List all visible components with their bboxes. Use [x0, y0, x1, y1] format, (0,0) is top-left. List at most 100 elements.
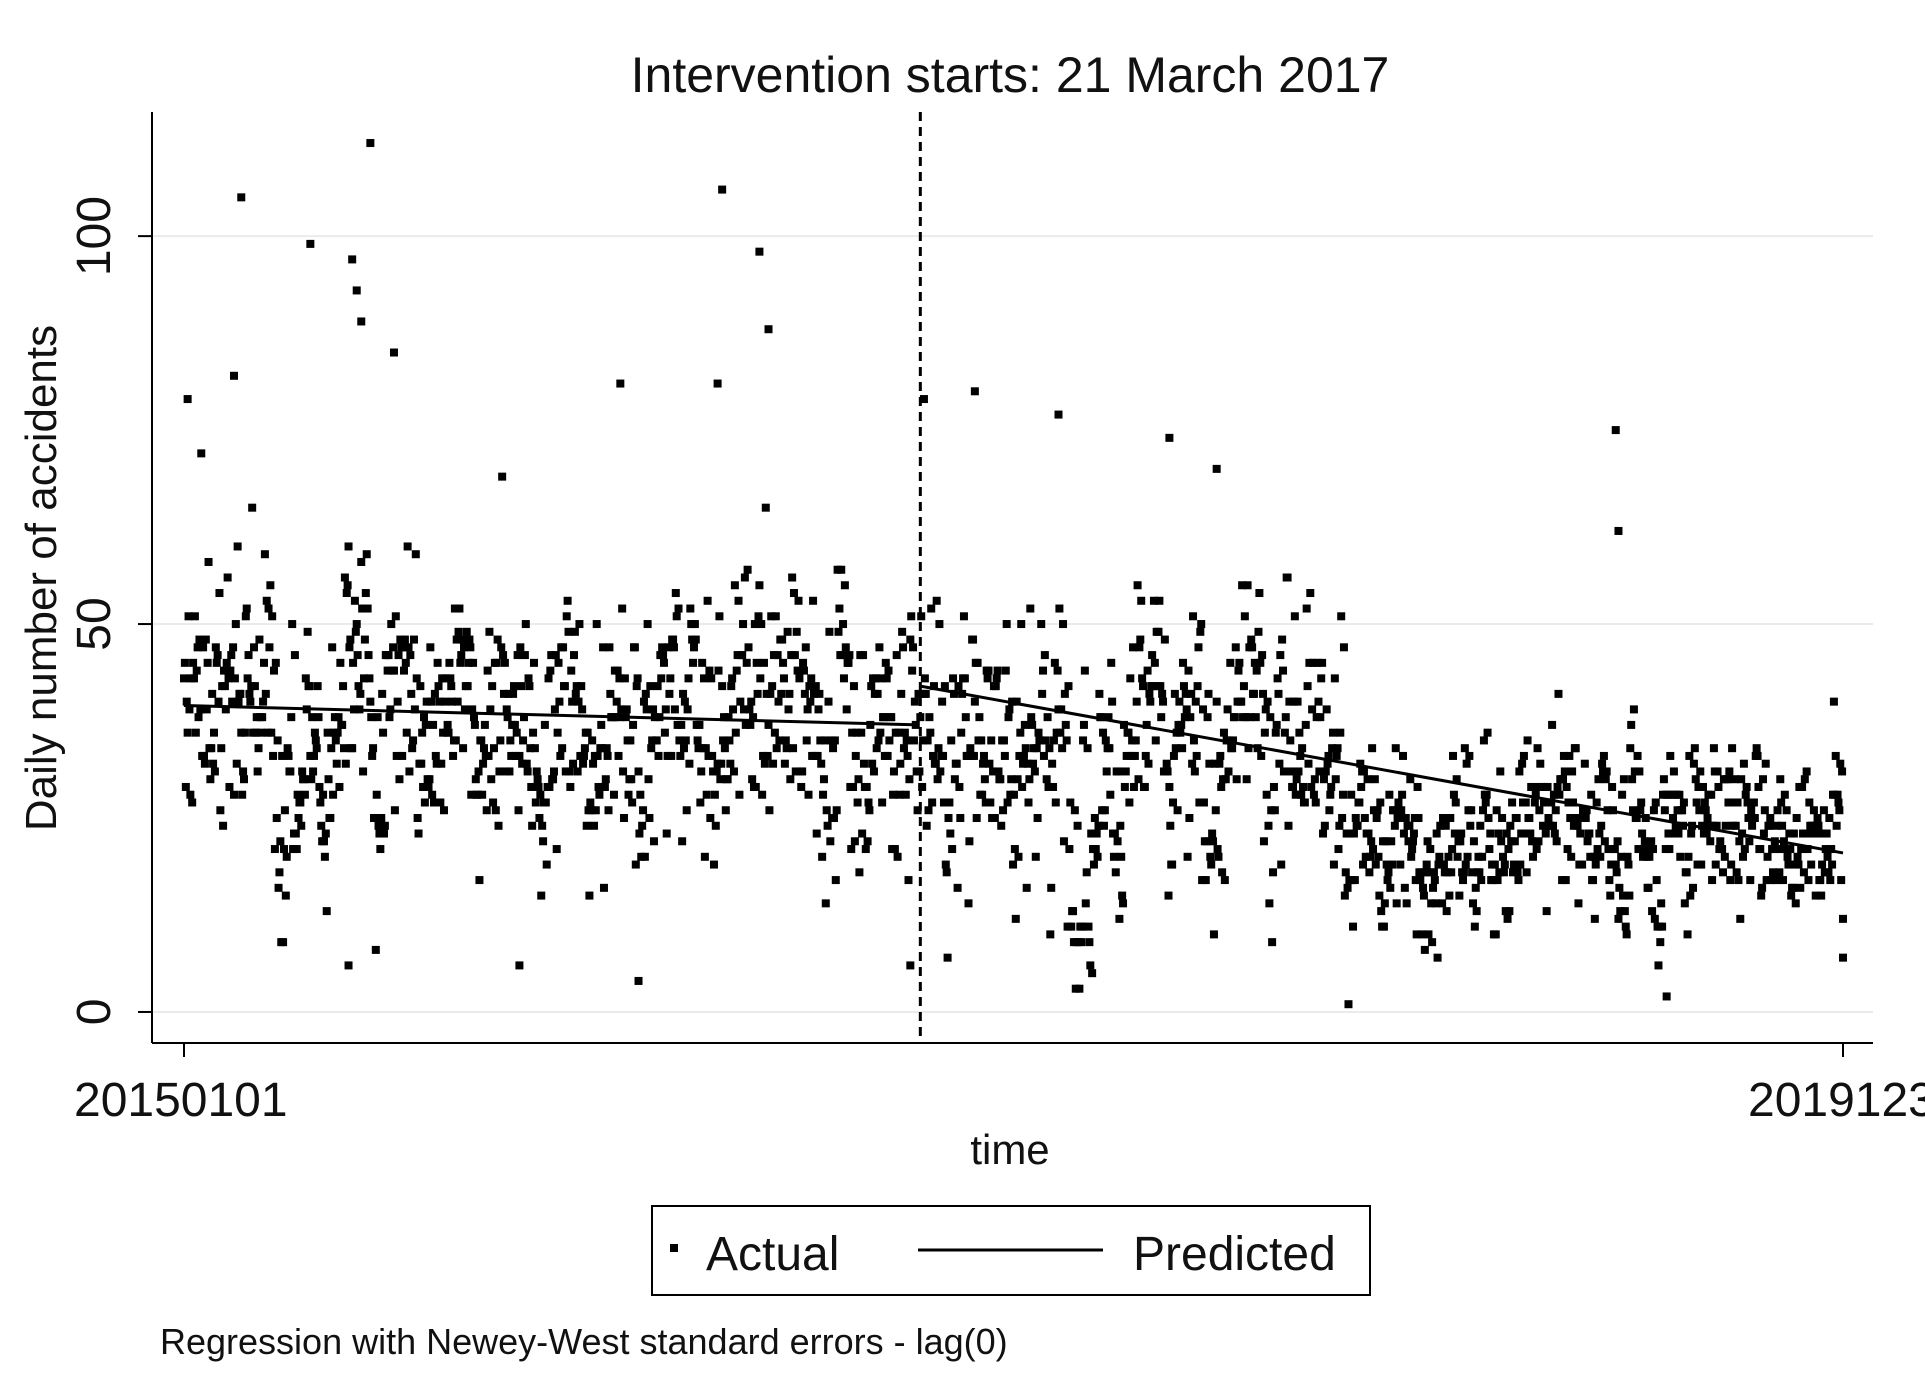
actual-point [1644, 883, 1653, 892]
actual-point [1319, 775, 1328, 784]
actual-point [1409, 837, 1418, 846]
actual-point [1389, 806, 1398, 815]
actual-point [1708, 876, 1717, 885]
actual-point [1210, 759, 1219, 768]
actual-point [799, 658, 808, 667]
actual-point [1007, 775, 1016, 784]
actual-point [398, 751, 407, 760]
actual-point [1219, 728, 1228, 737]
actual-point [1416, 876, 1425, 885]
actual-point [1731, 821, 1740, 830]
actual-point [674, 604, 683, 613]
actual-point [992, 674, 1001, 683]
actual-point [1238, 581, 1247, 590]
actual-point [383, 666, 392, 675]
actual-point [1648, 907, 1657, 916]
actual-point [1595, 829, 1604, 838]
actual-point [1529, 852, 1538, 861]
actual-point [1363, 775, 1372, 784]
actual-point [1377, 907, 1386, 916]
actual-point [327, 744, 336, 753]
actual-point [1320, 821, 1329, 830]
actual-point [1409, 829, 1418, 838]
actual-point [614, 751, 623, 760]
actual-point [592, 620, 601, 629]
actual-point [201, 635, 210, 644]
actual-point [1619, 775, 1628, 784]
actual-point [366, 697, 375, 706]
actual-point [932, 596, 941, 605]
actual-point [845, 651, 854, 660]
actual-point [933, 775, 942, 784]
actual-point [1574, 899, 1583, 908]
actual-point [985, 759, 994, 768]
actual-point [1013, 775, 1022, 784]
actual-point [1283, 573, 1292, 582]
y-tick-label: 50 [68, 597, 121, 650]
actual-point [276, 837, 285, 846]
actual-point [994, 767, 1003, 776]
actual-point [751, 782, 760, 791]
actual-point [1807, 860, 1816, 869]
actual-point [374, 821, 383, 830]
actual-point [1510, 837, 1519, 846]
actual-point [1774, 845, 1783, 854]
actual-point [1221, 775, 1230, 784]
actual-point [624, 790, 633, 799]
actual-point [1390, 821, 1399, 830]
actual-point [713, 379, 722, 388]
actual-point [921, 689, 930, 698]
actual-point [1449, 751, 1458, 760]
actual-point [972, 814, 981, 823]
actual-point [1839, 914, 1847, 923]
actual-point [1061, 720, 1070, 729]
actual-point [742, 658, 751, 667]
actual-point [1509, 860, 1518, 869]
actual-point [1766, 814, 1775, 823]
actual-point [426, 643, 435, 652]
actual-point [1801, 829, 1810, 838]
actual-point [1306, 589, 1315, 598]
actual-point [630, 643, 639, 652]
actual-point [1092, 829, 1101, 838]
actual-point [459, 744, 468, 753]
actual-point [847, 845, 856, 854]
actual-point [436, 798, 445, 807]
actual-point [758, 790, 767, 799]
actual-point [1115, 914, 1124, 923]
actual-point [914, 689, 923, 698]
actual-point [344, 542, 353, 551]
actual-point [529, 728, 538, 737]
actual-point [1046, 930, 1055, 939]
actual-point [657, 674, 666, 683]
actual-point [629, 720, 638, 729]
actual-point [1562, 782, 1571, 791]
actual-point [237, 193, 246, 202]
actual-point [1654, 961, 1663, 970]
actual-point [1039, 666, 1048, 675]
actual-point [416, 682, 425, 691]
actual-point [1522, 868, 1531, 877]
actual-point [645, 814, 654, 823]
actual-point [1739, 759, 1748, 768]
actual-point [813, 751, 822, 760]
actual-point [746, 720, 755, 729]
actual-point [572, 682, 581, 691]
actual-point [1082, 868, 1091, 877]
actual-point [521, 620, 530, 629]
actual-point [364, 651, 373, 660]
actual-point [915, 767, 924, 776]
actual-point [496, 736, 505, 745]
actual-point [1287, 767, 1296, 776]
actual-point [1585, 829, 1594, 838]
actual-point [293, 790, 302, 799]
actual-point [709, 860, 718, 869]
actual-point [1743, 798, 1752, 807]
actual-point [385, 713, 394, 722]
actual-point [259, 658, 268, 667]
actual-point [944, 814, 953, 823]
actual-point [1331, 775, 1340, 784]
actual-point [869, 767, 878, 776]
actual-point [486, 705, 495, 714]
actual-point [899, 744, 908, 753]
